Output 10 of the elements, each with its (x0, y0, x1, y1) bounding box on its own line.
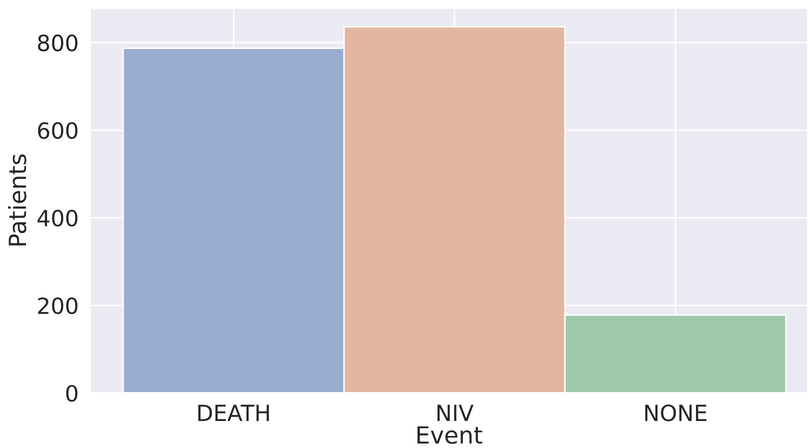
y-tick-label: 0 (66, 384, 78, 402)
y-axis-title: Patients (8, 154, 26, 246)
x-axis-title: Event (417, 426, 482, 444)
y-tick-label: 600 (38, 122, 78, 139)
x-tick-label: DEATH (198, 404, 269, 421)
y-tick-label: 800 (38, 34, 78, 52)
x-tick-label: NIV (438, 404, 474, 421)
y-tick-label: 200 (38, 297, 78, 314)
y-tick-label: 400 (38, 210, 78, 227)
x-tick-label: NONE (645, 404, 706, 422)
